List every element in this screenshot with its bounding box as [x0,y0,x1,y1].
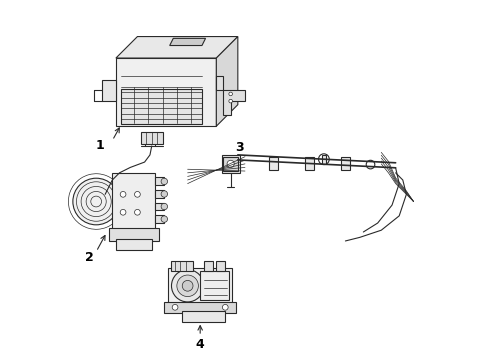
Circle shape [318,154,329,165]
Circle shape [222,305,228,310]
Circle shape [135,192,140,197]
Bar [270,157,278,170]
Text: 1: 1 [96,139,104,152]
Bar [116,239,152,250]
Bar [200,271,229,300]
Circle shape [229,92,232,96]
Bar [223,157,238,171]
Bar [164,302,236,313]
Bar [122,89,202,125]
Bar [155,190,164,198]
Bar [172,261,193,271]
Bar [155,203,164,211]
Bar [322,155,326,164]
Polygon shape [116,58,216,126]
Bar [182,311,225,321]
Circle shape [120,192,126,197]
Text: 2: 2 [85,251,94,264]
Circle shape [73,178,120,225]
Bar [204,261,213,271]
Polygon shape [216,37,238,126]
Bar [101,80,116,101]
Bar [216,261,225,271]
Circle shape [172,270,204,302]
Bar [141,132,163,144]
Bar [112,173,155,230]
Polygon shape [216,76,245,116]
Text: 3: 3 [235,141,244,154]
Circle shape [172,305,178,310]
Circle shape [182,280,193,291]
Circle shape [161,203,168,210]
Bar [305,157,314,170]
Bar [155,215,164,223]
Polygon shape [116,37,238,58]
Circle shape [229,99,232,103]
Circle shape [177,275,198,297]
Bar [221,155,240,173]
Circle shape [161,191,168,197]
Text: 4: 4 [196,338,204,351]
Bar [341,157,350,170]
Polygon shape [170,39,205,45]
Bar [168,268,232,304]
Bar [109,228,159,241]
Circle shape [366,160,375,169]
Circle shape [161,216,168,222]
Circle shape [120,210,126,215]
Circle shape [227,160,234,167]
Circle shape [161,178,168,185]
Bar [155,177,164,185]
Circle shape [135,210,140,215]
